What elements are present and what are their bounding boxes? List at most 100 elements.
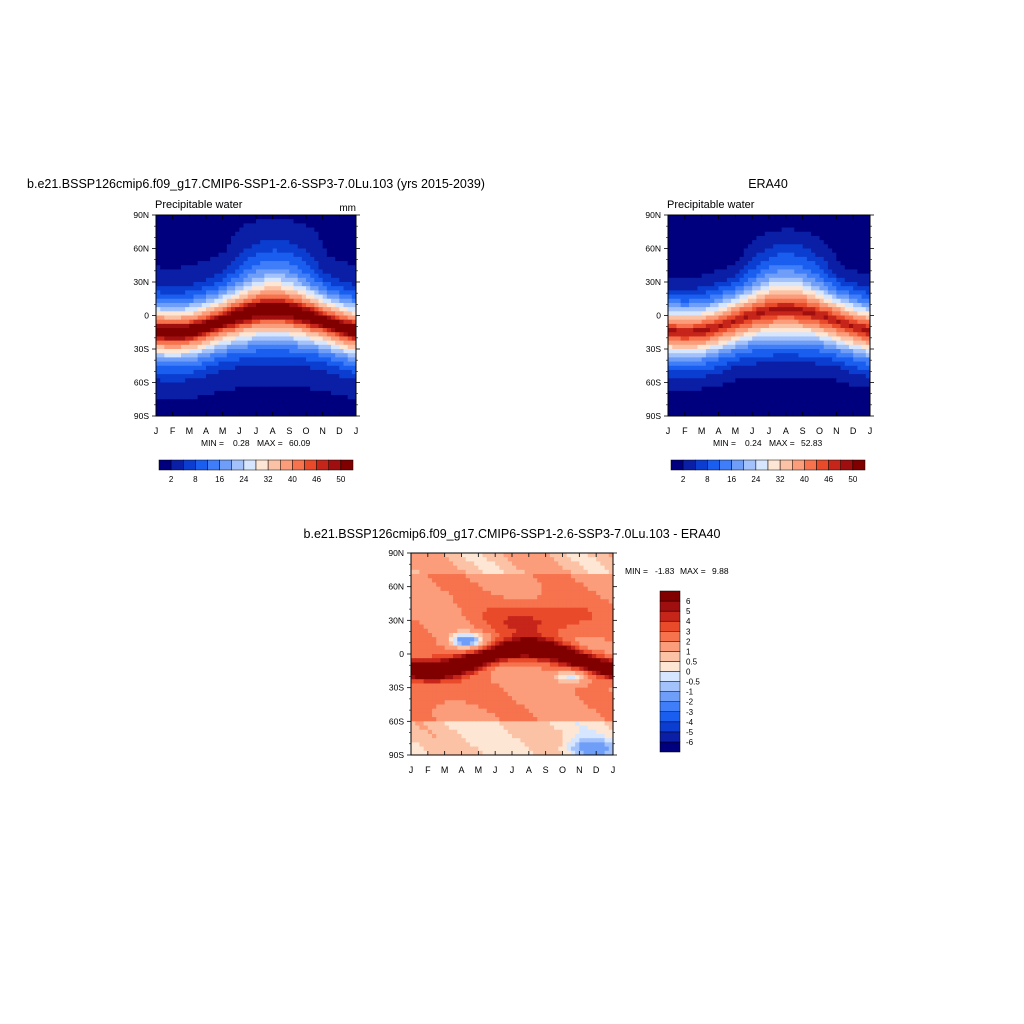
- heatmap-cell: [276, 353, 282, 358]
- heatmap-cell: [306, 223, 311, 229]
- heatmap-cell: [226, 349, 232, 354]
- heatmap-cell: [726, 219, 732, 224]
- heatmap-cell: [326, 403, 332, 409]
- heatmap-cell: [840, 252, 846, 258]
- heatmap-cell: [806, 277, 812, 283]
- heatmap-cell: [823, 302, 829, 308]
- heatmap-cell: [781, 344, 787, 350]
- heatmap-cell: [806, 328, 812, 333]
- heatmap-cell: [335, 332, 340, 338]
- heatmap-cell: [857, 244, 863, 250]
- heatmap-cell: [844, 231, 850, 237]
- heatmap-cell: [722, 319, 728, 325]
- heatmap-cell: [164, 235, 170, 241]
- heatmap-cell: [339, 307, 345, 312]
- heatmap-cell: [701, 311, 707, 317]
- heatmap-cell: [823, 311, 829, 317]
- heatmap-cell: [743, 315, 749, 321]
- colorbar-box: [670, 459, 684, 471]
- heatmap-cell: [861, 219, 867, 224]
- heatmap-cell: [243, 386, 249, 392]
- heatmap-cell: [214, 344, 220, 350]
- heatmap-cell: [310, 235, 315, 241]
- heatmap-cell: [693, 349, 699, 354]
- heatmap-cell: [239, 286, 245, 291]
- heatmap-cell: [193, 294, 199, 300]
- heatmap-cell: [297, 390, 303, 396]
- heatmap-cell: [760, 319, 766, 325]
- heatmap-cell: [672, 411, 678, 416]
- heatmap-cell: [756, 332, 762, 338]
- heatmap-cell: [436, 553, 442, 558]
- heatmap-cell: [214, 215, 220, 220]
- heatmap-cell: [322, 282, 328, 287]
- heatmap-cell: [832, 265, 837, 271]
- heatmap-cell: [310, 365, 315, 371]
- heatmap-cell: [285, 332, 290, 338]
- heatmap-cell: [339, 227, 345, 233]
- heatmap-cell: [436, 557, 442, 563]
- heatmap-cell: [752, 315, 757, 321]
- heatmap-cell: [326, 223, 332, 229]
- heatmap-cell: [773, 256, 779, 262]
- heatmap-cell: [226, 374, 232, 379]
- heatmap-cell: [705, 411, 711, 416]
- heatmap-cell: [168, 382, 174, 388]
- heatmap-cell: [272, 223, 278, 229]
- heatmap-cell: [819, 227, 825, 233]
- heatmap-cell: [739, 336, 745, 342]
- heatmap-cell: [760, 411, 766, 416]
- heatmap-cell: [181, 227, 186, 233]
- heatmap-cell: [419, 557, 425, 563]
- heatmap-cell: [272, 349, 278, 354]
- heatmap-cell: [285, 395, 290, 400]
- heatmap-cell: [272, 361, 278, 367]
- heatmap-cell: [343, 302, 349, 308]
- heatmap-cell: [185, 298, 190, 304]
- heatmap-cell: [701, 378, 707, 384]
- heatmap-cell: [331, 340, 336, 346]
- heatmap-cell: [210, 369, 215, 375]
- heatmap-cell: [840, 315, 846, 321]
- heatmap-cell: [235, 311, 240, 317]
- heatmap-cell: [798, 307, 804, 312]
- heatmap-cell: [239, 319, 245, 325]
- heatmap-cell: [701, 290, 707, 296]
- heatmap-cell: [823, 323, 829, 329]
- heatmap-cell: [251, 315, 257, 321]
- heatmap-cell: [857, 282, 863, 287]
- heatmap-cell: [769, 269, 774, 275]
- heatmap-cell: [285, 252, 290, 258]
- heatmap-cell: [735, 240, 741, 245]
- panel-difference-title: b.e21.BSSP126cmip6.f09_g17.CMIP6-SSP1-2.…: [304, 527, 721, 541]
- heatmap-cell: [268, 399, 274, 405]
- heatmap-cell: [701, 269, 707, 275]
- heatmap-cell: [172, 361, 178, 367]
- heatmap-cell: [815, 374, 821, 379]
- heatmap-cell: [231, 290, 236, 296]
- heatmap-cell: [697, 248, 703, 254]
- heatmap-cell: [156, 244, 161, 250]
- heatmap-cell: [239, 344, 245, 350]
- heatmap-cell: [156, 369, 161, 375]
- heatmap-cell: [819, 374, 825, 379]
- heatmap-cell: [701, 340, 707, 346]
- heatmap-cell: [448, 553, 454, 558]
- heatmap-cell: [676, 307, 682, 312]
- heatmap-cell: [676, 386, 682, 392]
- heatmap-cell: [773, 323, 779, 329]
- heatmap-cell: [335, 269, 340, 275]
- heatmap-cell: [735, 411, 741, 416]
- heatmap-cell: [865, 407, 870, 413]
- heatmap-cell: [193, 215, 199, 220]
- heatmap-cell: [844, 235, 850, 241]
- heatmap-cell: [689, 227, 694, 233]
- heatmap-cell: [693, 248, 699, 254]
- heatmap-cell: [318, 386, 324, 392]
- heatmap-cell: [347, 315, 353, 321]
- heatmap-cell: [297, 332, 303, 338]
- heatmap-cell: [326, 332, 332, 338]
- heatmap-cell: [600, 553, 606, 558]
- heatmap-cell: [857, 403, 863, 409]
- heatmap-cell: [251, 411, 257, 416]
